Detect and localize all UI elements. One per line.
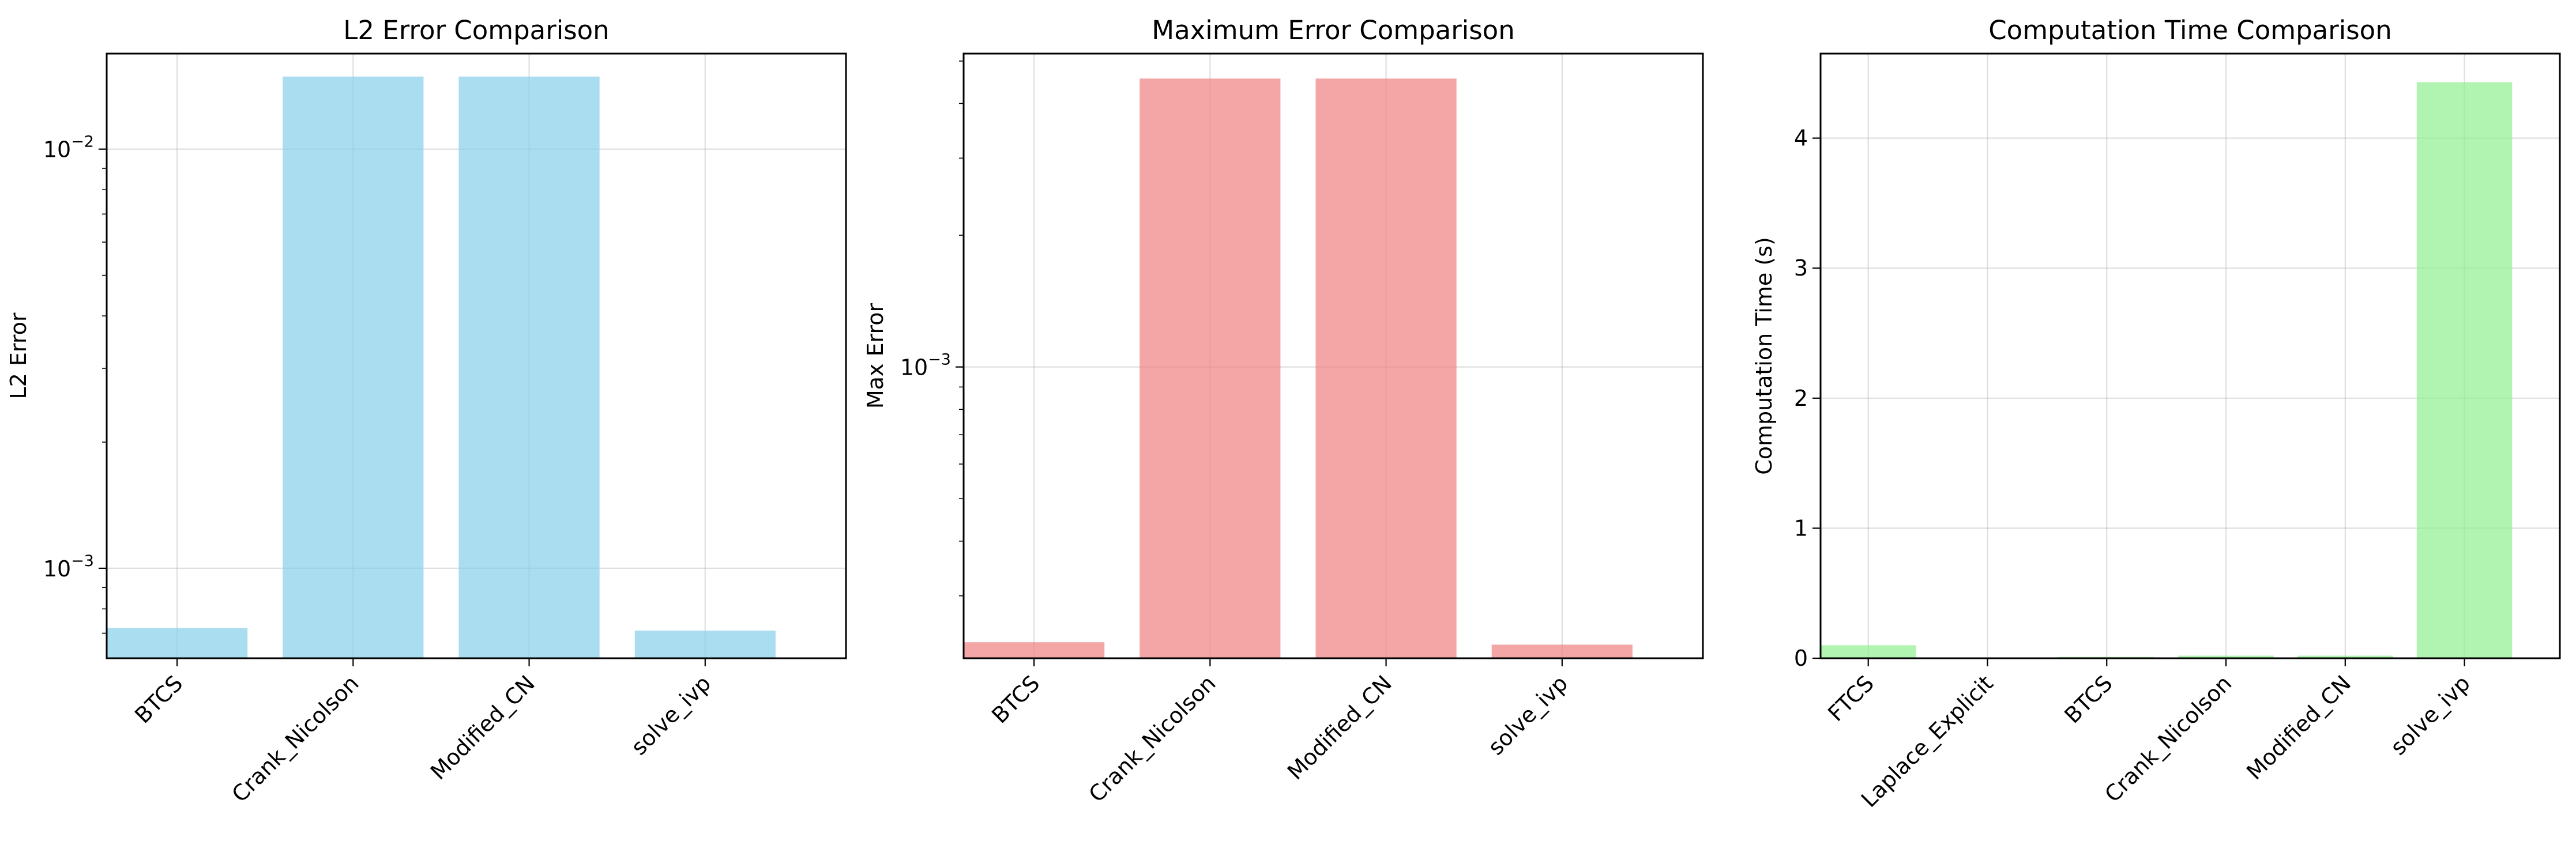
- x-tick-label: solve_ivp: [1483, 670, 1573, 760]
- x-tick-label: Crank_Nicolson: [1084, 670, 1221, 807]
- y-tick-label: 0: [1794, 646, 1808, 671]
- x-tick-label: solve_ivp: [2386, 670, 2475, 760]
- bar-crank-nicolson: [1140, 78, 1281, 658]
- chart-title: Computation Time Comparison: [1988, 15, 2391, 46]
- y-tick-label: 1: [1794, 515, 1808, 541]
- axes-frame: [962, 52, 1704, 659]
- bar-modified-cn: [458, 76, 600, 659]
- axes-frame: [106, 52, 847, 659]
- chart-panel-1: 10−3 10−2 BTCS Crank_Nicolson Modified_CN sol…: [6, 15, 847, 807]
- y-tick-label: 10−3: [43, 552, 94, 582]
- bar-ftcs: [1821, 645, 1916, 658]
- y-tick-label: 2: [1794, 386, 1808, 411]
- axes-frame: [1819, 52, 2561, 659]
- bar-btcs: [107, 628, 248, 658]
- y-tick-label: 4: [1794, 126, 1808, 151]
- y-axis-label: L2 Error: [6, 312, 31, 399]
- bar-solve-ivp: [634, 631, 776, 658]
- y-tick-label: 3: [1794, 255, 1808, 281]
- chart-title: Maximum Error Comparison: [1152, 15, 1514, 46]
- y-tick-label: 10−3: [900, 351, 951, 380]
- x-tick-label: solve_ivp: [626, 670, 716, 760]
- x-tick-label: Modified_CN: [2242, 670, 2356, 784]
- bar-btcs: [964, 642, 1105, 658]
- x-tick-label: Crank_Nicolson: [2100, 670, 2236, 807]
- x-tick-label: Crank_Nicolson: [227, 670, 364, 807]
- x-tick-label: Modified_CN: [1283, 670, 1397, 784]
- x-tick-label: BTCS: [2059, 670, 2117, 728]
- x-tick-label: Modified_CN: [426, 670, 540, 784]
- x-tick-label: Laplace_Explicit: [1856, 670, 1998, 812]
- bar-crank-nicolson: [2178, 655, 2274, 658]
- bar-solve-ivp: [2416, 82, 2513, 658]
- x-tick-label: FTCS: [1823, 670, 1879, 726]
- bar-solve-ivp: [1491, 644, 1633, 658]
- bar-crank-nicolson: [283, 76, 424, 659]
- chart-title: L2 Error Comparison: [343, 15, 609, 46]
- bar-modified-cn: [2297, 655, 2393, 658]
- x-tick-label: BTCS: [987, 670, 1044, 728]
- x-tick-label: BTCS: [130, 670, 187, 728]
- y-axis-label: Max Error: [863, 303, 888, 409]
- bar-modified-cn: [1315, 78, 1457, 658]
- chart-panel-2: 10−3 BTCS Crank_Nicolson Modified_CN solve_i…: [863, 15, 1704, 807]
- y-tick-label: 10−2: [43, 133, 94, 163]
- y-axis-label: Computation Time (s): [1751, 237, 1777, 475]
